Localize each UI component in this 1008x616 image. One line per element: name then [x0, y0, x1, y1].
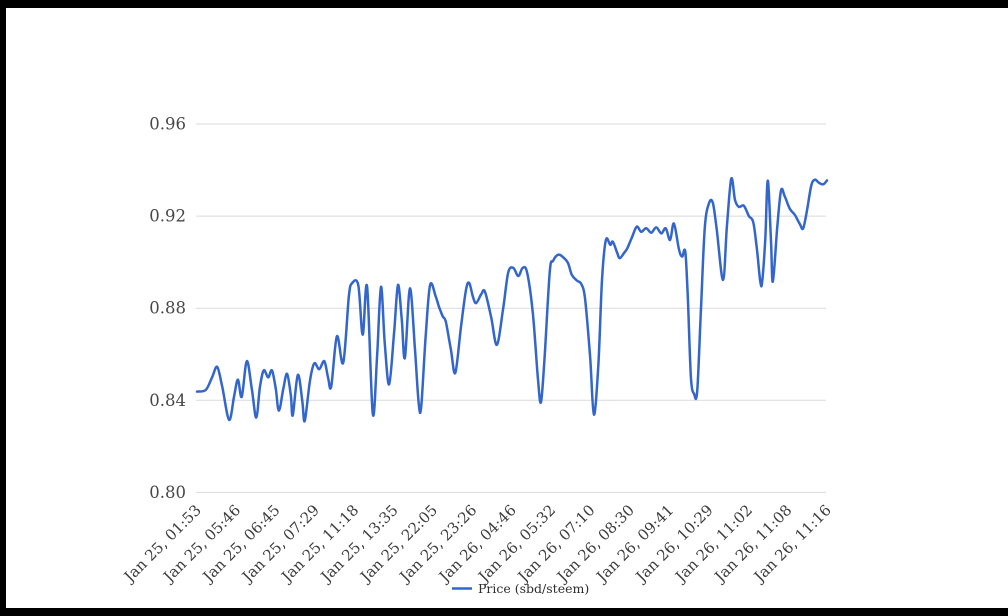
y-axis-tick-label: 0.88	[149, 299, 186, 318]
legend-label: Price (sbd/steem)	[478, 581, 589, 596]
legend: Price (sbd/steem)	[452, 581, 589, 596]
y-axis-tick-label: 0.80	[149, 483, 186, 502]
price-line-path	[195, 176, 829, 423]
y-axis-tick-label: 0.92	[149, 207, 186, 226]
y-axis-tick-label: 0.84	[149, 391, 186, 410]
y-axis-tick-label: 0.96	[149, 115, 186, 134]
y-axis-labels-group: 0.96 0.92 0.88 0.84 0.80	[149, 115, 186, 502]
price-series-group	[195, 176, 829, 423]
